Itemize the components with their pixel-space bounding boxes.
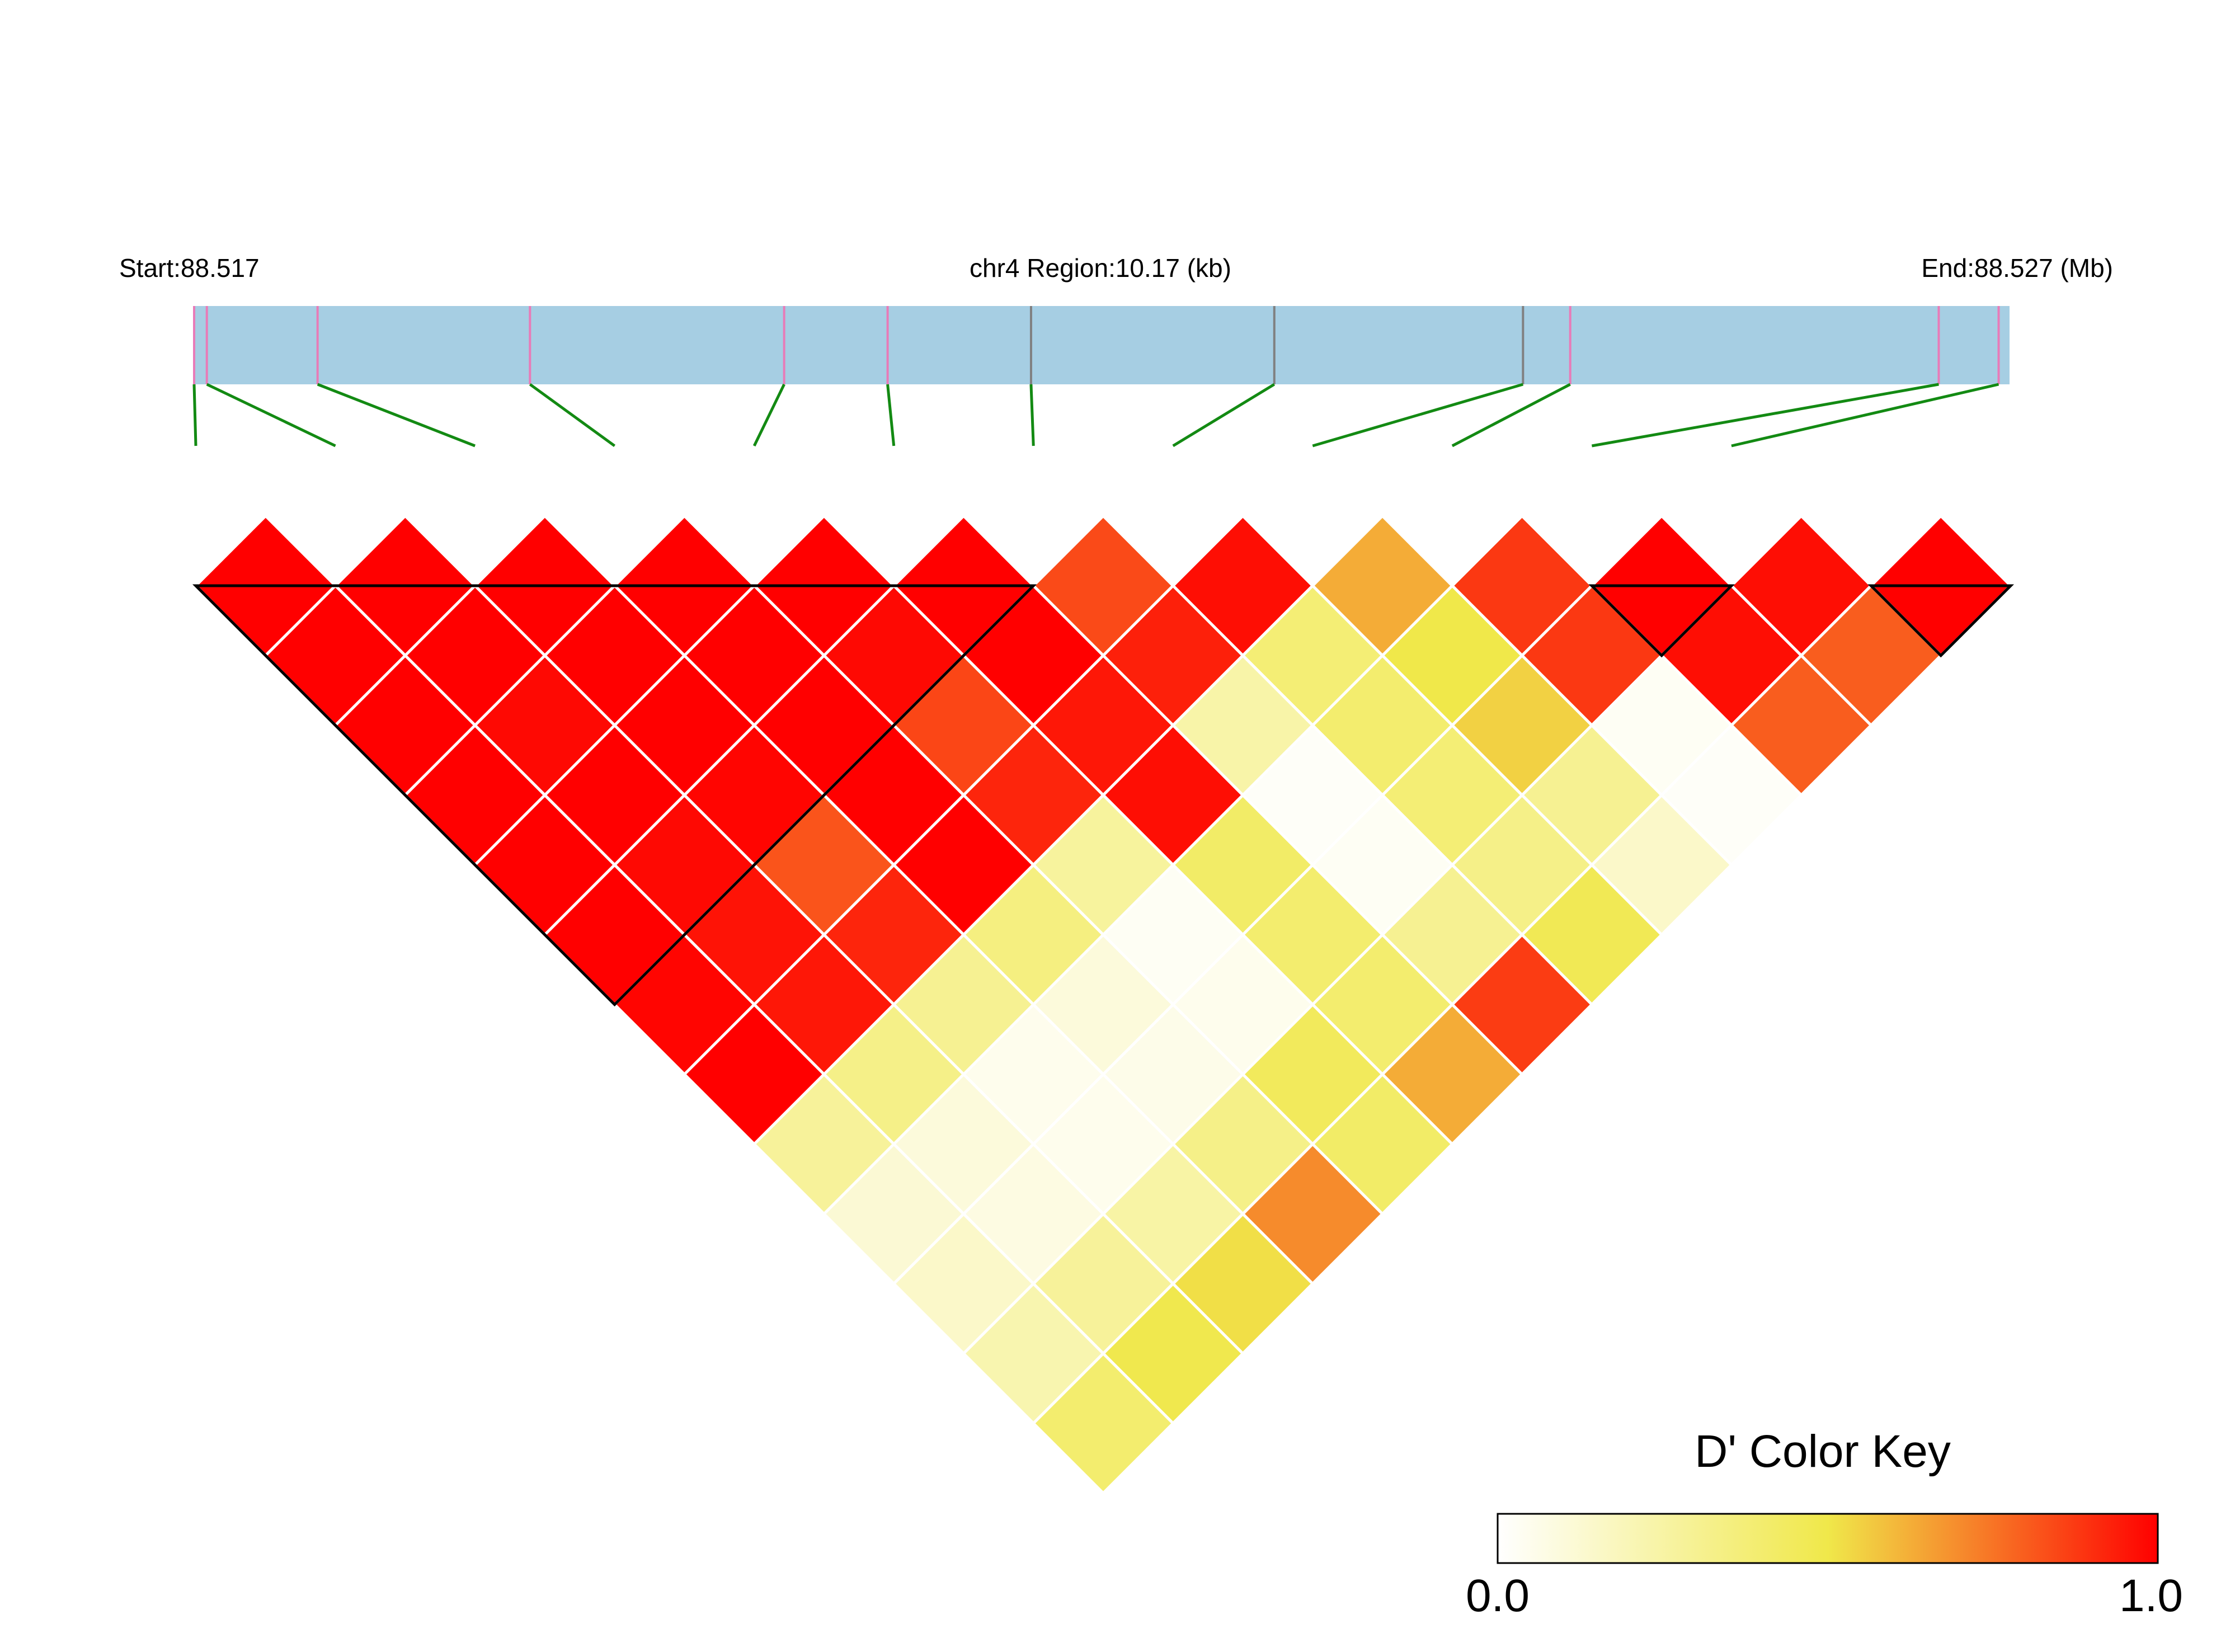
snp-connector: [192, 384, 197, 446]
color-key-max-label: 1.0: [2119, 1570, 2183, 1621]
haplotype-blocks: [192, 584, 2015, 1007]
snp-connector: [1591, 383, 1939, 448]
snp-connector: [1029, 384, 1035, 446]
region-title: chr4 Region:10.17 (kb): [970, 253, 1231, 283]
snp-connector: [529, 383, 616, 448]
color-key-title: D' Color Key: [1695, 1426, 1951, 1477]
snp-connector: [1312, 383, 1524, 448]
snp-connector: [752, 383, 785, 447]
ld-cell: [1031, 1351, 1175, 1495]
haplotype-block-outline: [1588, 584, 1735, 658]
color-key-bar: [1497, 1513, 2159, 1564]
haplotype-block-outline: [1867, 584, 2015, 658]
snp-connector: [886, 384, 896, 446]
haplotype-block-outline: [192, 584, 1037, 1007]
snp-connector: [1172, 383, 1276, 448]
snp-connector: [1451, 383, 1571, 448]
ld-cells: [194, 514, 2013, 1495]
snp-connector: [206, 383, 336, 448]
snp-connector: [1731, 383, 1999, 448]
region-start-label: Start:88.517: [119, 253, 260, 283]
snp-connector: [317, 383, 476, 448]
snp-connectors: [192, 383, 1999, 448]
color-key-min-label: 0.0: [1466, 1570, 1530, 1621]
snp-markers: [193, 306, 2000, 384]
region-bar: [194, 306, 2010, 384]
region-end-label: End:88.527 (Mb): [1921, 253, 2113, 283]
